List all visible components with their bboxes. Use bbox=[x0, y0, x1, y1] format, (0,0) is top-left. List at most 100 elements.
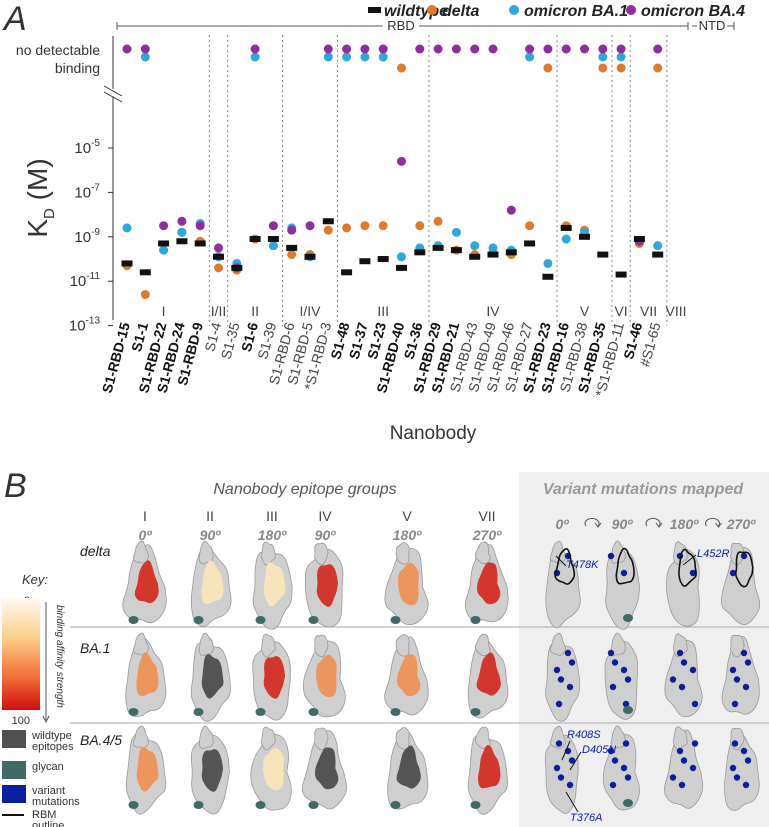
structure-ba-4-5-2-lobe bbox=[261, 726, 276, 751]
y-ticks: 10-5 10-7 10-9 10-11 10-13 bbox=[69, 138, 113, 335]
structure-ba-4-5-9-variant-1 bbox=[729, 764, 737, 772]
group-label-9: VIII bbox=[665, 303, 686, 319]
point-omicron-ba-4-s1-37 bbox=[360, 44, 370, 54]
epitope-groups-title: Nanobody epitope groups bbox=[213, 481, 396, 498]
structure-ba-1-7-glycan bbox=[623, 706, 633, 714]
structure-ba-4-5-6-variant-5 bbox=[557, 774, 565, 781]
annotation-r408s-line bbox=[561, 740, 571, 761]
structure-delta-6 bbox=[545, 540, 581, 629]
rotate-arrow-head-1 bbox=[655, 522, 663, 528]
y-tick-label-2: 10-9 bbox=[74, 227, 100, 246]
key-scale-caption: binding affinity strength bbox=[54, 605, 65, 708]
point-delta--s1-rbd-3 bbox=[323, 225, 333, 235]
structure-ba-1-0-epitope bbox=[136, 652, 159, 697]
column-angle-0: 0º bbox=[139, 527, 153, 543]
structure-delta-9-variant-0 bbox=[740, 552, 748, 560]
point-wildtype-s1-rbd-15 bbox=[121, 260, 133, 267]
point-wildtype-s1-rbd-29 bbox=[432, 244, 444, 251]
structure-delta-3-glycan bbox=[308, 616, 319, 624]
point-delta-s1-23 bbox=[378, 221, 388, 231]
structure-ba-4-5-1-glycan bbox=[193, 801, 204, 809]
structure-ba-4-5-3-glycan bbox=[308, 801, 319, 809]
variant-annotations: T478K L452R R408S D405N T376A bbox=[555, 548, 729, 824]
key-item-wildtype-label-1: epitopes bbox=[32, 741, 74, 753]
point-delta-s1-rbd-27 bbox=[525, 221, 535, 231]
variant-title: Variant mutations mapped bbox=[543, 481, 745, 498]
structure-delta-5-lobe bbox=[474, 541, 491, 565]
legend-swatch-3 bbox=[626, 5, 636, 15]
structure-ba-4-5-6-variant-3 bbox=[555, 740, 563, 747]
point-omicron-ba-1-s1-rbd-16 bbox=[561, 234, 571, 244]
point-wildtype-s1-rbd-27 bbox=[524, 240, 536, 247]
rotate-arrow-head-0 bbox=[594, 522, 602, 528]
structure-ba-4-5-9-variant-4 bbox=[744, 757, 752, 764]
structure-ba-1-0-lobe bbox=[132, 632, 149, 656]
structure-delta-4-epitope bbox=[398, 562, 419, 606]
point-omicron-ba-4-s1-rbd-5 bbox=[305, 221, 315, 231]
structure-delta-6-lobe bbox=[549, 540, 566, 564]
point-omicron-ba-4-s1-rbd-21 bbox=[451, 44, 461, 54]
group-dividers bbox=[208, 35, 668, 326]
structure-delta-5-epitope bbox=[477, 562, 501, 605]
structure-delta-3-lobe bbox=[314, 542, 329, 566]
rotate-arrow-head-2 bbox=[715, 522, 722, 528]
structure-delta-3-epitope bbox=[316, 564, 339, 607]
structure-ba-1-0 bbox=[125, 632, 167, 717]
structure-ba-4-5-8 bbox=[664, 726, 703, 809]
nd-label-2: binding bbox=[55, 60, 100, 76]
structure-ba-4-5-7 bbox=[602, 725, 640, 811]
point-omicron-ba-1-s1-6 bbox=[250, 52, 260, 62]
rotate-arrow-1 bbox=[645, 517, 661, 527]
key: Key: 0 100 binding affinity strength wil… bbox=[2, 572, 80, 827]
structure-delta-4 bbox=[384, 542, 429, 626]
key-item-variant-label-1: mutations bbox=[32, 796, 80, 808]
key-item-glycan-swatch bbox=[2, 761, 26, 779]
structure-ba-4-5-7-variant-4 bbox=[611, 757, 619, 764]
column-angle-3: 90º bbox=[315, 527, 337, 543]
structure-ba-4-5-8-variant-1 bbox=[689, 764, 697, 772]
structure-ba-1-6-variant-4 bbox=[568, 659, 576, 666]
y-tick-label-3: 10-11 bbox=[70, 271, 101, 290]
structure-delta-0-lobe bbox=[132, 540, 149, 564]
point-omicron-ba-1-s1-1 bbox=[140, 52, 150, 62]
point-delta-s1-1 bbox=[140, 290, 150, 300]
structure-ba-4-5-5-glycan bbox=[470, 801, 481, 809]
structure-ba-1-9-variant-3 bbox=[731, 700, 739, 708]
key-item-rbm-label-0: RBM bbox=[32, 809, 56, 821]
structure-ba-1-4-epitope bbox=[397, 654, 421, 697]
structure-ba-1-3-lobe bbox=[314, 634, 329, 658]
structure-ba-4-5-6 bbox=[544, 725, 579, 814]
point-wildtype-s1-1 bbox=[139, 269, 151, 276]
group-label-4: III bbox=[377, 303, 389, 319]
structure-ba-1-3-glycan bbox=[308, 708, 319, 716]
structure-delta-7 bbox=[605, 540, 641, 630]
structure-ba-1-8-variant-2 bbox=[678, 683, 686, 691]
structure-delta-7-variant-1 bbox=[620, 569, 628, 577]
point-omicron-ba-4-s1-6 bbox=[250, 44, 260, 54]
point-omicron-ba-4--s1-65 bbox=[653, 44, 663, 54]
annotation-t376a-line bbox=[565, 791, 579, 813]
structure-delta-2-lobe bbox=[261, 541, 276, 566]
structure-delta-4-glycan bbox=[390, 616, 401, 624]
structure-delta-3 bbox=[304, 542, 344, 628]
point-omicron-ba-4-s1-rbd-49 bbox=[488, 44, 498, 54]
point-omicron-ba-4-s1-rbd-43 bbox=[470, 44, 480, 54]
structure-ba-1-4-lobe bbox=[395, 634, 410, 657]
point-wildtype-s1-rbd-24 bbox=[176, 238, 188, 245]
point-omicron-ba-1-s1-rbd-23 bbox=[543, 258, 553, 268]
key-title: Key: bbox=[22, 572, 48, 587]
structure-delta-6-rbm-outline bbox=[554, 547, 576, 585]
point-omicron-ba-4--s1-rbd-11 bbox=[616, 44, 626, 54]
point-omicron-ba-4-s1-rbd-22 bbox=[159, 221, 169, 231]
point-wildtype-s1-rbd-43 bbox=[469, 253, 481, 260]
structure-ba-4-5-7-variant-5 bbox=[624, 774, 632, 781]
point-omicron-ba-4-s1-rbd-35 bbox=[598, 44, 608, 54]
point-omicron-ba-4-s1-36 bbox=[415, 44, 425, 54]
point-omicron-ba-1-s1-rbd-15 bbox=[122, 223, 132, 233]
legend-label-3: omicron BA.4 bbox=[641, 3, 745, 20]
point-omicron-ba-4-s1-rbd-6 bbox=[287, 225, 297, 235]
point-omicron-ba-4-s1-rbd-24 bbox=[177, 216, 187, 226]
point-omicron-ba-4-s1-rbd-16 bbox=[561, 44, 571, 54]
point-omicron-ba-1-s1-48 bbox=[342, 52, 352, 62]
structure-ba-1-6-variant-2 bbox=[566, 683, 574, 691]
